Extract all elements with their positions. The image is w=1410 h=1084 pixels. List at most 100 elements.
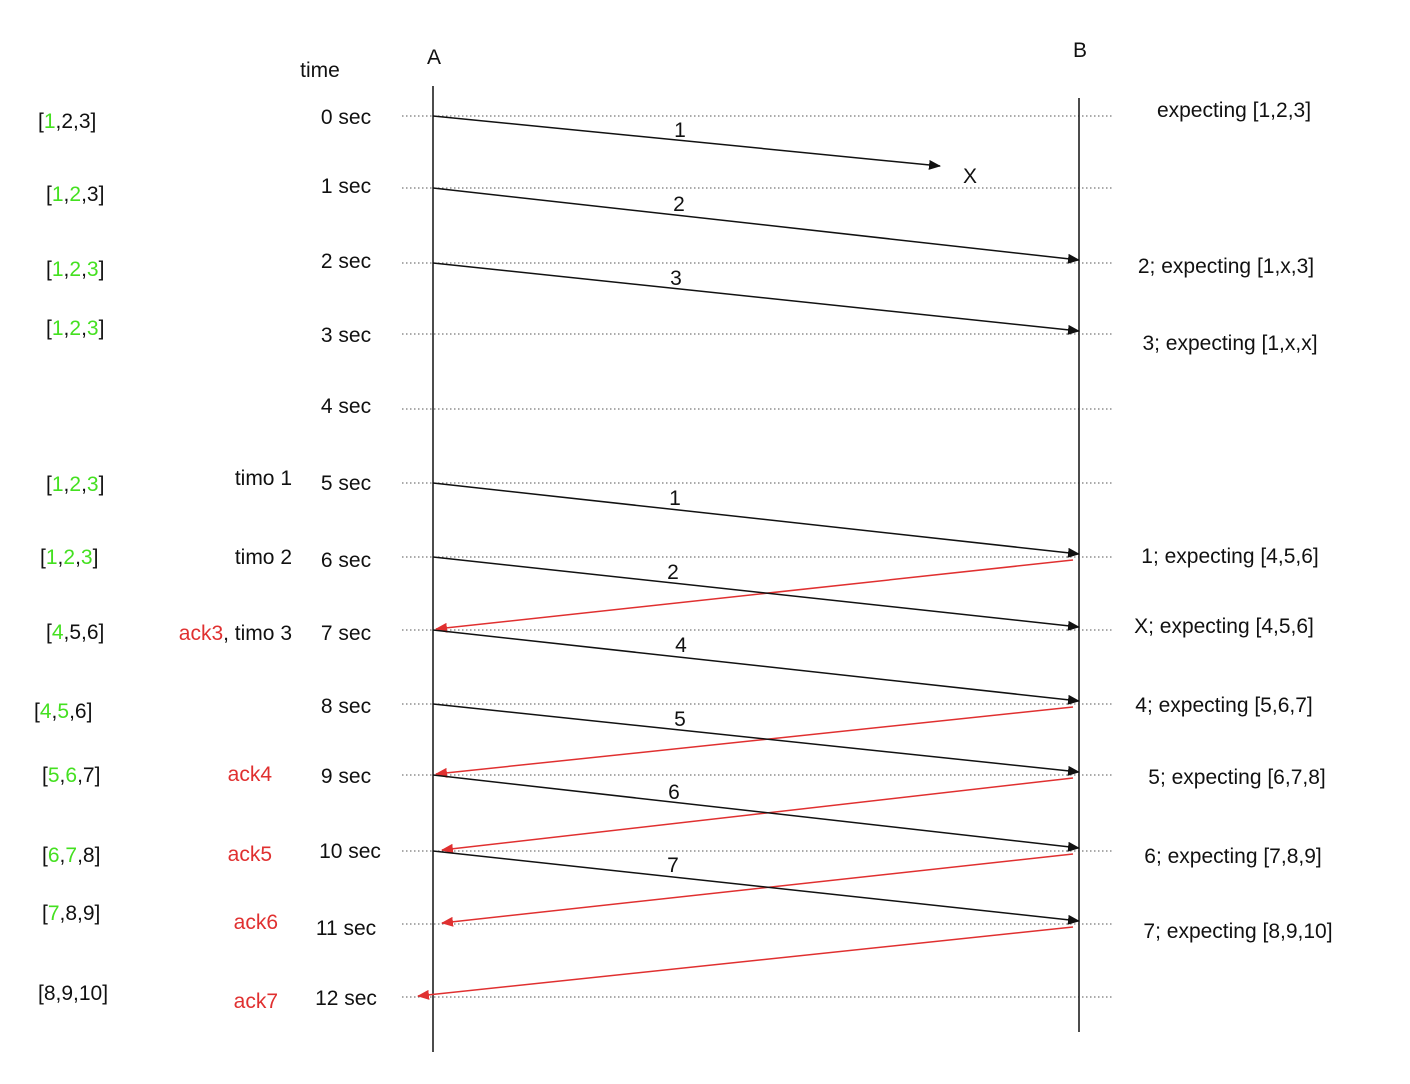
window-segment: 4	[52, 621, 64, 644]
window-segment: ,	[64, 473, 70, 496]
sender-event: ack3, timo 3	[179, 622, 292, 645]
lost-packet-marker: X	[963, 165, 977, 188]
receiver-state: 6; expecting [7,8,9]	[1144, 845, 1321, 868]
window-segment: 2	[69, 473, 81, 496]
window-segment: [8,9,10]	[38, 982, 108, 1005]
packet-label: 2	[667, 561, 679, 584]
receiver-state: 2; expecting [1,x,3]	[1138, 255, 1314, 278]
event-segment: ack5	[228, 843, 272, 866]
ack-arrows	[417, 559, 1074, 1000]
time-label: 9 sec	[321, 765, 371, 788]
packet-label: 2	[673, 193, 685, 216]
window-segment: [	[34, 700, 40, 723]
window-segment: [	[40, 546, 46, 569]
sender-window: [8,9,10]	[38, 982, 108, 1005]
window-segment: 3	[87, 473, 99, 496]
time-label: 11 sec	[316, 917, 376, 940]
window-segment: ,	[81, 317, 87, 340]
window-segment: ,	[64, 258, 70, 281]
time-column-header: time	[300, 59, 340, 82]
packet-arrow	[432, 187, 1080, 264]
sender-event: ack6	[234, 911, 278, 934]
sender-event: ack5	[228, 843, 272, 866]
event-segment: timo 1	[235, 467, 292, 490]
window-segment: 6	[48, 844, 60, 867]
receiver-state: 5; expecting [6,7,8]	[1148, 766, 1325, 789]
window-segment: ,2,3]	[56, 110, 97, 133]
ack-arrow	[441, 853, 1074, 927]
window-segment: ,5,6]	[64, 621, 105, 644]
ack-arrow	[435, 706, 1074, 778]
window-segment: ,	[60, 764, 66, 787]
packet-arrow	[432, 262, 1080, 335]
window-segment: 1	[44, 110, 56, 133]
sender-window: [4,5,6]	[34, 700, 92, 723]
time-gridlines	[402, 115, 1113, 998]
time-label: 1 sec	[321, 175, 371, 198]
event-segment: ack6	[234, 911, 278, 934]
packet-label: 6	[668, 781, 680, 804]
sender-event: ack7	[234, 990, 278, 1013]
sender-window: [1,2,3]	[46, 258, 104, 281]
receiver-state: X; expecting [4,5,6]	[1134, 615, 1314, 638]
window-segment: [	[46, 183, 52, 206]
time-label: 5 sec	[321, 472, 371, 495]
sender-event: timo 2	[235, 546, 292, 569]
sender-window: [5,6,7]	[42, 764, 100, 787]
window-segment: ]	[99, 473, 105, 496]
window-segment: 4	[40, 700, 52, 723]
window-segment: ,8]	[77, 844, 100, 867]
receiver-state: expecting [1,2,3]	[1157, 99, 1311, 122]
window-segment: 3	[87, 317, 99, 340]
window-segment: [	[46, 473, 52, 496]
sender-window: [6,7,8]	[42, 844, 100, 867]
window-segment: [	[42, 844, 48, 867]
event-segment: ack7	[234, 990, 278, 1013]
window-segment: [	[46, 258, 52, 281]
sender-window: [7,8,9]	[42, 902, 100, 925]
time-label: 12 sec	[315, 987, 377, 1010]
window-segment: ]	[93, 546, 99, 569]
window-segment: ,	[52, 700, 58, 723]
window-segment: 1	[52, 317, 64, 340]
window-segment: 1	[52, 473, 64, 496]
packet-label: 3	[670, 267, 682, 290]
sender-event-column: timo 1 timo 2 ack3, timo 3 ack4 ack5 ack6 ack7	[179, 467, 292, 1013]
event-segment: ack4	[228, 763, 273, 786]
sender-event: timo 1	[235, 467, 292, 490]
time-label: 7 sec	[321, 622, 371, 645]
window-segment: [	[42, 764, 48, 787]
time-label: 6 sec	[321, 549, 371, 572]
event-segment: ack3	[179, 622, 223, 645]
window-segment: 1	[52, 258, 64, 281]
window-segment: ,	[81, 258, 87, 281]
ack-arrow	[417, 926, 1074, 1000]
window-segment: 6	[65, 764, 77, 787]
window-segment: ]	[99, 317, 105, 340]
packet-label: 7	[667, 854, 679, 877]
receiver-state: 3; expecting [1,x,x]	[1142, 332, 1317, 355]
window-segment: 7	[65, 844, 77, 867]
window-segment: [	[38, 110, 44, 133]
window-segment: 2	[69, 183, 81, 206]
window-segment: ,	[75, 546, 81, 569]
sender-event: ack4	[228, 763, 273, 786]
sender-a-label: A	[427, 46, 441, 69]
time-label: 0 sec	[321, 106, 371, 129]
receiver-b-label: B	[1073, 39, 1087, 62]
packet-arrow	[432, 115, 941, 170]
sender-window: [1,2,3]	[46, 183, 104, 206]
sender-window-column: [1,2,3][1,2,3][1,2,3][1,2,3][1,2,3][1,2,…	[34, 110, 108, 1005]
window-segment: ,	[64, 183, 70, 206]
window-segment: ]	[99, 258, 105, 281]
window-segment: 7	[48, 902, 60, 925]
time-label: 2 sec	[321, 250, 371, 273]
window-segment: ,7]	[77, 764, 100, 787]
time-labels: 0 sec 1 sec 2 sec 3 sec 4 sec 5 sec 6 sec 7 sec…	[315, 106, 381, 1010]
event-segment: , timo 3	[223, 622, 292, 645]
receiver-state: 4; expecting [5,6,7]	[1135, 694, 1312, 717]
time-label: 10 sec	[319, 840, 381, 863]
window-segment: 2	[69, 258, 81, 281]
window-segment: 2	[63, 546, 75, 569]
